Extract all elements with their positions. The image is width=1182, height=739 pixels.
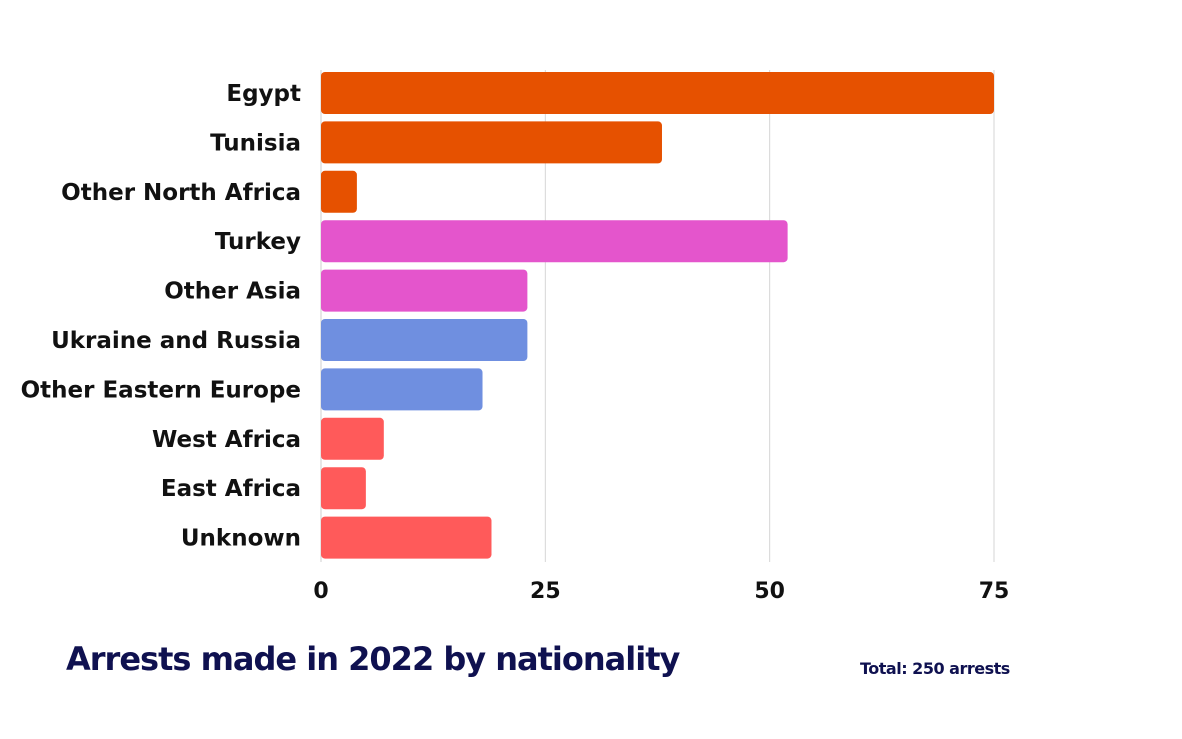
category-label-egypt: Egypt xyxy=(226,81,301,107)
bars xyxy=(321,72,994,559)
x-tick-label-25: 25 xyxy=(530,579,561,604)
category-label-ukraine-and-russia: Ukraine and Russia xyxy=(51,328,301,354)
bar-other-north-africa xyxy=(321,170,357,213)
x-tick-label-50: 50 xyxy=(754,579,785,604)
category-label-east-africa: East Africa xyxy=(161,476,301,502)
category-label-other-eastern-europe: Other Eastern Europe xyxy=(21,377,301,403)
category-label-unknown: Unknown xyxy=(181,526,301,552)
bar-east-africa xyxy=(321,467,366,510)
category-label-other-asia: Other Asia xyxy=(164,279,301,305)
category-label-turkey: Turkey xyxy=(215,229,301,255)
category-label-west-africa: West Africa xyxy=(152,427,301,453)
bar-west-africa xyxy=(321,417,384,460)
bar-unknown xyxy=(321,516,492,559)
chart-title: Arrests made in 2022 by nationality xyxy=(66,640,680,678)
category-labels: Egypt Tunisia Other North Africa Turkey Othe… xyxy=(21,81,301,552)
bar-tunisia xyxy=(321,121,662,164)
x-tick-label-75: 75 xyxy=(979,579,1010,604)
x-tick-labels: 0 25 50 75 xyxy=(313,579,1009,604)
total-annotation: Total: 250 arrests xyxy=(860,659,1010,678)
bar-other-asia xyxy=(321,269,528,312)
bar-egypt xyxy=(321,72,994,114)
category-label-other-north-africa: Other North Africa xyxy=(61,180,301,206)
bar-other-eastern-europe xyxy=(321,368,483,411)
bar-turkey xyxy=(321,220,788,263)
x-tick-label-0: 0 xyxy=(313,579,328,604)
category-label-tunisia: Tunisia xyxy=(210,130,301,156)
bar-ukraine-and-russia xyxy=(321,319,528,361)
